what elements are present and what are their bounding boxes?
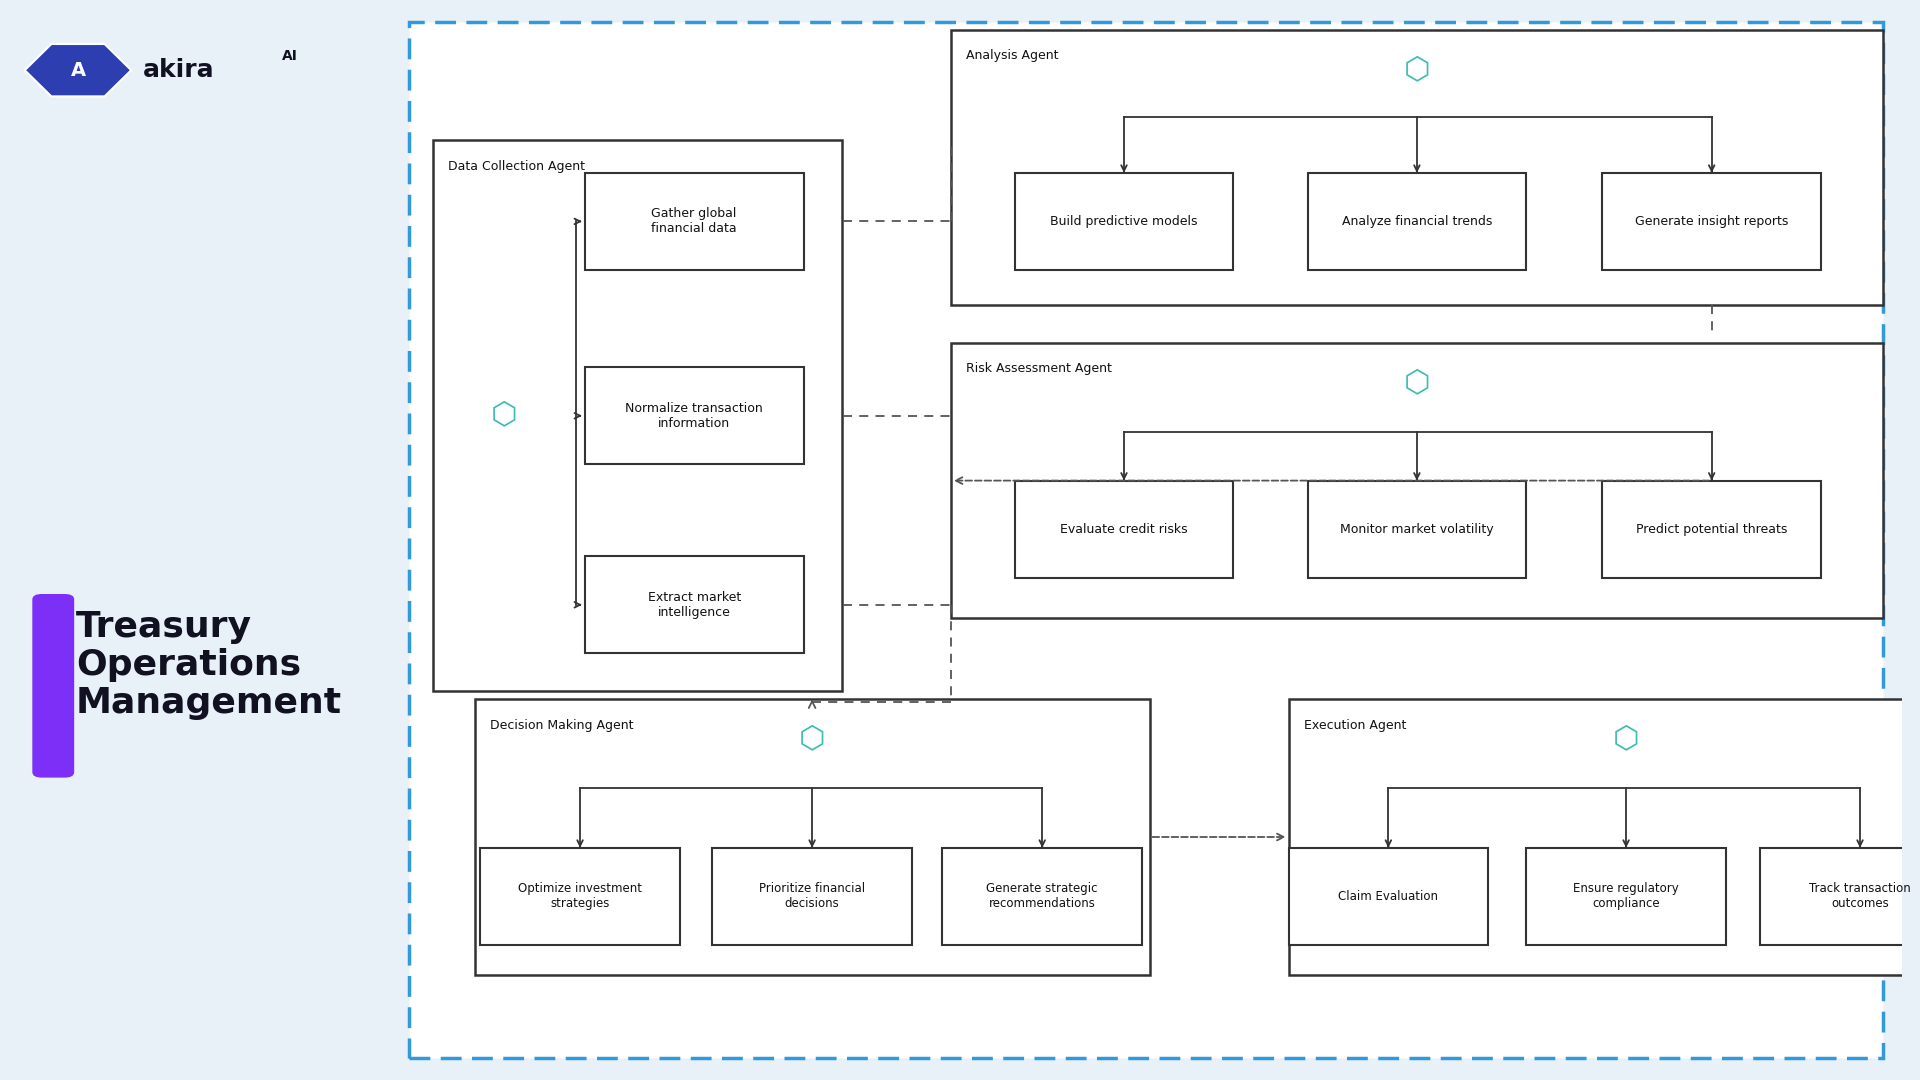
Text: akira: akira: [142, 58, 215, 82]
Text: Gather global
financial data: Gather global financial data: [651, 207, 737, 235]
FancyBboxPatch shape: [1761, 848, 1920, 945]
FancyBboxPatch shape: [586, 173, 804, 270]
FancyBboxPatch shape: [1603, 173, 1820, 270]
Text: Execution Agent: Execution Agent: [1304, 719, 1405, 732]
FancyBboxPatch shape: [1603, 481, 1820, 578]
Text: Data Collection Agent: Data Collection Agent: [447, 160, 586, 173]
Text: Evaluate credit risks: Evaluate credit risks: [1060, 523, 1188, 536]
Text: Optimize investment
strategies: Optimize investment strategies: [518, 882, 641, 910]
Text: Monitor market volatility: Monitor market volatility: [1340, 523, 1494, 536]
FancyBboxPatch shape: [1308, 481, 1526, 578]
FancyBboxPatch shape: [950, 29, 1884, 305]
Text: Track transaction
outcomes: Track transaction outcomes: [1809, 882, 1910, 910]
Text: A: A: [71, 60, 86, 80]
FancyBboxPatch shape: [950, 342, 1884, 618]
Text: Predict potential threats: Predict potential threats: [1636, 523, 1788, 536]
Text: ⬡: ⬡: [1404, 369, 1430, 397]
Text: Risk Assessment Agent: Risk Assessment Agent: [966, 362, 1112, 376]
FancyBboxPatch shape: [1288, 700, 1920, 974]
Text: ⬡: ⬡: [1613, 726, 1640, 754]
Text: Extract market
intelligence: Extract market intelligence: [647, 591, 741, 619]
Text: Normalize transaction
information: Normalize transaction information: [626, 402, 762, 430]
Text: AI: AI: [282, 50, 298, 63]
FancyBboxPatch shape: [409, 22, 1884, 1058]
Text: Ensure regulatory
compliance: Ensure regulatory compliance: [1572, 882, 1678, 910]
FancyBboxPatch shape: [480, 848, 680, 945]
FancyBboxPatch shape: [1014, 481, 1233, 578]
FancyBboxPatch shape: [1288, 848, 1488, 945]
FancyBboxPatch shape: [432, 140, 841, 691]
Text: Build predictive models: Build predictive models: [1050, 215, 1198, 228]
Text: Generate strategic
recommendations: Generate strategic recommendations: [987, 882, 1098, 910]
Text: Analysis Agent: Analysis Agent: [966, 49, 1058, 63]
FancyBboxPatch shape: [1014, 173, 1233, 270]
Text: ⬡: ⬡: [492, 402, 516, 430]
Text: Treasury
Operations
Management: Treasury Operations Management: [77, 610, 342, 720]
Text: ⬡: ⬡: [799, 726, 826, 754]
FancyBboxPatch shape: [474, 700, 1150, 974]
FancyBboxPatch shape: [1526, 848, 1726, 945]
Text: ⬡: ⬡: [1404, 56, 1430, 84]
Text: Claim Evaluation: Claim Evaluation: [1338, 890, 1438, 903]
FancyBboxPatch shape: [1308, 173, 1526, 270]
FancyBboxPatch shape: [712, 848, 912, 945]
FancyBboxPatch shape: [586, 367, 804, 464]
Text: Analyze financial trends: Analyze financial trends: [1342, 215, 1492, 228]
FancyBboxPatch shape: [586, 556, 804, 653]
Text: Prioritize financial
decisions: Prioritize financial decisions: [758, 882, 866, 910]
Text: Generate insight reports: Generate insight reports: [1636, 215, 1788, 228]
Text: Decision Making Agent: Decision Making Agent: [490, 719, 634, 732]
FancyBboxPatch shape: [33, 594, 75, 778]
FancyBboxPatch shape: [943, 848, 1142, 945]
